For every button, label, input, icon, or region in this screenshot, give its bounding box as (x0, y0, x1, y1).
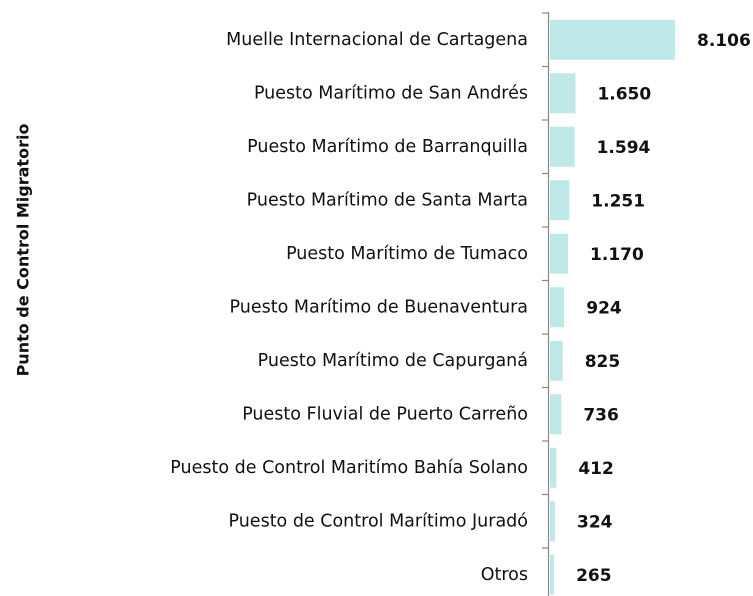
value-label: 1.594 (597, 138, 651, 158)
value-label: 924 (586, 298, 622, 318)
y-tick-label: Puesto Fluvial de Puerto Carreño (242, 404, 528, 424)
y-axis-title: Punto de Control Migratorio (14, 124, 33, 377)
bar (550, 501, 555, 542)
y-tick-label: Puesto de Control Marítimo Juradó (228, 511, 528, 531)
y-tick-label: Puesto Marítimo de Barranquilla (247, 137, 528, 157)
value-label: 8.106 (697, 31, 751, 51)
y-tick-label: Puesto Marítimo de San Andrés (254, 83, 528, 103)
value-label: 265 (576, 566, 612, 586)
y-tick-label: Muelle Internacional de Cartagena (226, 30, 528, 50)
y-tick-label: Puesto Marítimo de Buenaventura (230, 297, 528, 317)
value-label: 412 (578, 459, 614, 479)
bar (550, 19, 675, 60)
bar (550, 340, 563, 381)
y-tick-label: Puesto de Control Maritímo Bahía Solano (170, 458, 528, 478)
value-label: 825 (585, 352, 621, 372)
value-label: 324 (577, 512, 613, 532)
bar (550, 126, 575, 167)
bar (550, 180, 570, 221)
bar (550, 73, 576, 114)
value-label: 1.650 (597, 84, 651, 104)
value-label: 1.251 (591, 191, 645, 211)
value-label: 1.170 (590, 245, 644, 265)
y-tick-label: Otros (481, 565, 528, 585)
bar (550, 554, 555, 595)
bar (550, 233, 569, 274)
y-tick-label: Puesto Marítimo de Santa Marta (247, 190, 528, 210)
bar (550, 287, 565, 328)
bar (550, 447, 557, 488)
bar (550, 394, 562, 435)
y-tick-label: Puesto Marítimo de Capurganá (258, 351, 528, 371)
value-label: 736 (583, 405, 619, 425)
y-tick-label: Puesto Marítimo de Tumaco (286, 244, 528, 264)
